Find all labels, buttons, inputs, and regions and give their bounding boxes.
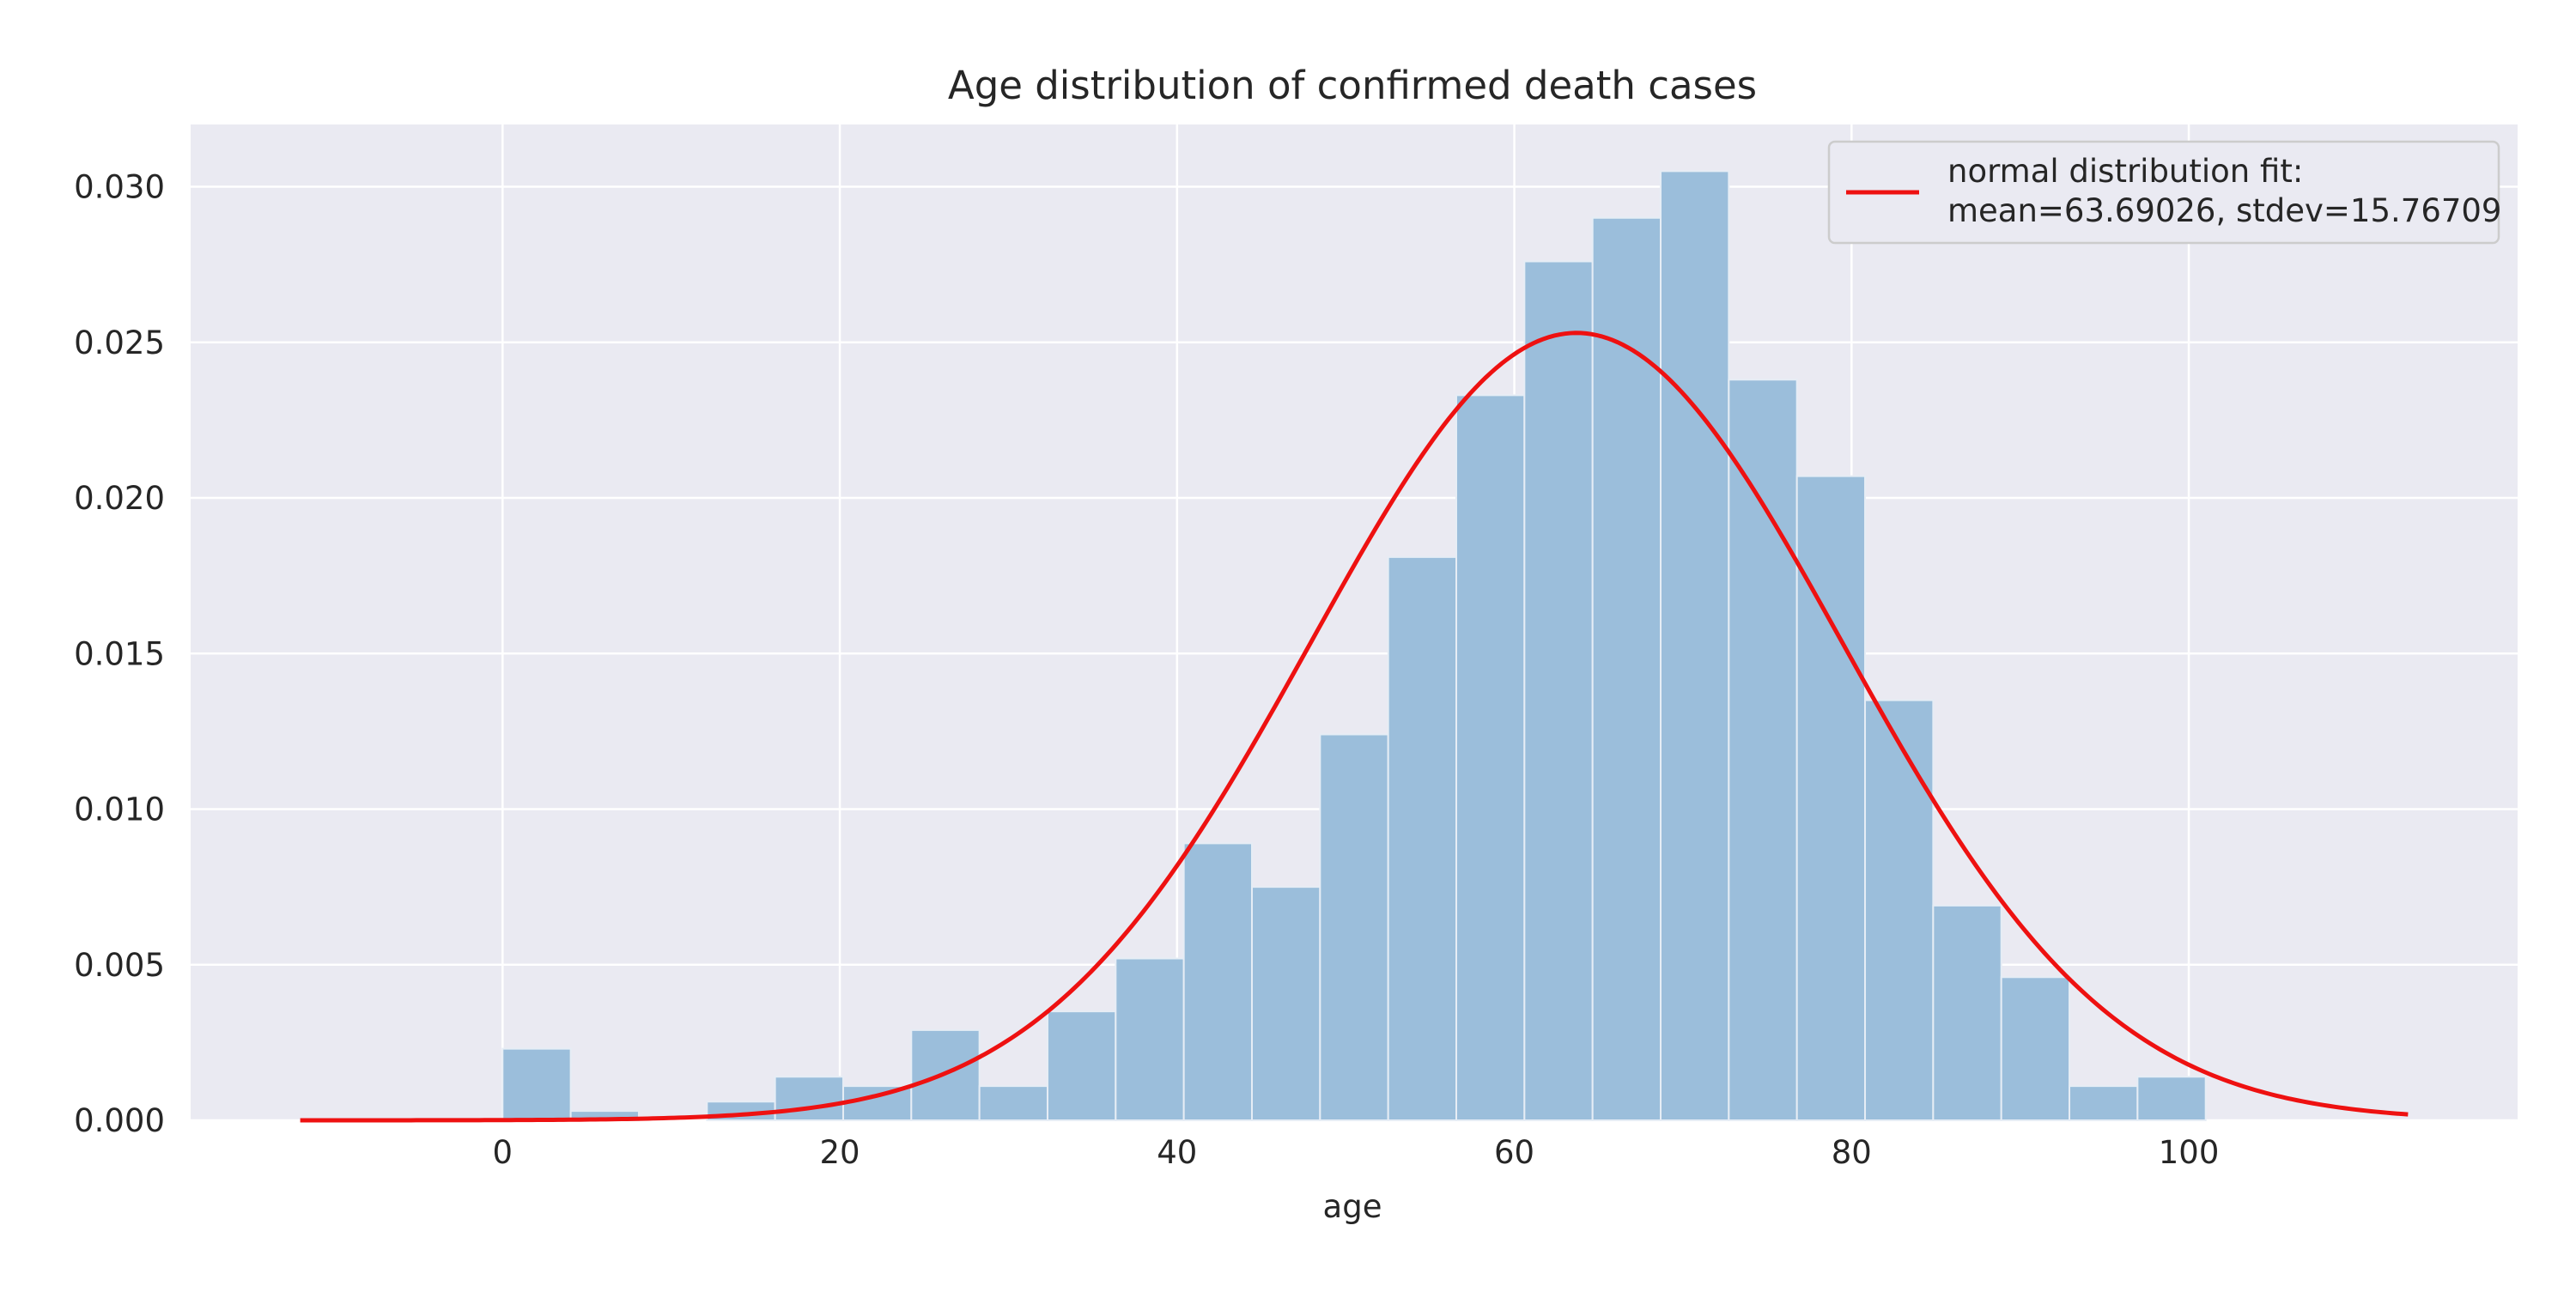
x-tick-label: 40 bbox=[1157, 1134, 1197, 1171]
x-tick-label: 0 bbox=[493, 1134, 513, 1171]
chart-title: Age distribution of confirmed death case… bbox=[948, 63, 1757, 108]
histogram-bar bbox=[1115, 957, 1185, 1121]
histogram-bar bbox=[501, 1047, 572, 1121]
histogram-bar bbox=[1660, 170, 1730, 1121]
histogram-bar bbox=[1795, 475, 1867, 1121]
x-tick-label: 20 bbox=[820, 1134, 860, 1171]
histogram-bar bbox=[2069, 1085, 2139, 1121]
histogram-bar bbox=[2136, 1076, 2207, 1121]
x-tick-label: 80 bbox=[1832, 1134, 1872, 1171]
legend-label-line2: mean=63.69026, stdev=15.76709 bbox=[1947, 192, 2501, 229]
histogram-bar bbox=[1864, 699, 1935, 1121]
x-tick-label: 60 bbox=[1494, 1134, 1534, 1171]
y-tick-label: 0.010 bbox=[74, 792, 165, 828]
x-tick-label: 100 bbox=[2159, 1134, 2220, 1171]
y-tick-label: 0.030 bbox=[74, 169, 165, 206]
histogram-bar bbox=[1046, 1010, 1117, 1121]
histogram-bar bbox=[1455, 394, 1526, 1121]
histogram-bar bbox=[1728, 379, 1798, 1121]
x-tick-labels: 0 20 40 60 80 100 bbox=[493, 1134, 2220, 1171]
legend: normal distribution fit: mean=63.69026, … bbox=[1827, 140, 2501, 245]
histogram-bar bbox=[1319, 733, 1389, 1121]
x-axis-label: age bbox=[1323, 1188, 1382, 1225]
y-tick-label: 0.000 bbox=[74, 1102, 165, 1139]
histogram-bar bbox=[841, 1085, 913, 1121]
y-tick-label: 0.020 bbox=[74, 480, 165, 517]
histogram-bar bbox=[1932, 904, 2002, 1121]
normal-fit-curve bbox=[300, 331, 2409, 1123]
y-tick-label: 0.005 bbox=[74, 947, 165, 984]
histogram-bars bbox=[501, 170, 2207, 1121]
histogram-bar bbox=[1250, 886, 1321, 1121]
histogram-bar bbox=[1387, 555, 1458, 1121]
y-tick-labels: 0.000 0.005 0.010 0.015 0.020 0.025 0.030 bbox=[74, 169, 165, 1140]
histogram-bar bbox=[1591, 216, 1662, 1121]
y-tick-label: 0.025 bbox=[74, 325, 165, 361]
legend-label-line1: normal distribution fit: bbox=[1947, 153, 2303, 190]
histogram-bar bbox=[2000, 976, 2071, 1121]
histogram-bar bbox=[1182, 842, 1253, 1121]
y-tick-label: 0.015 bbox=[74, 635, 165, 672]
histogram-bar bbox=[1523, 260, 1594, 1121]
legend-box bbox=[1827, 140, 2500, 245]
histogram-bar bbox=[774, 1076, 844, 1121]
histogram-bar bbox=[978, 1085, 1048, 1121]
